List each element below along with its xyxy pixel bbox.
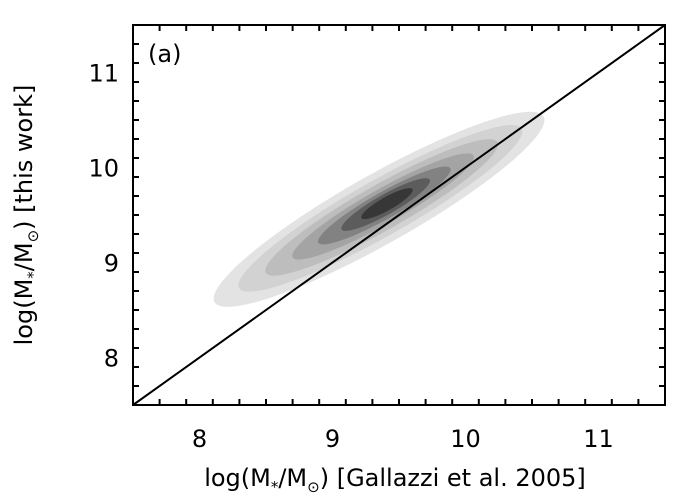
x-tick-label: 8 (192, 425, 207, 453)
y-axis-label-mid: /M (10, 242, 38, 271)
one-to-one-line (132, 24, 666, 406)
density-level-7 (361, 188, 413, 220)
density-contours (213, 111, 545, 307)
y-axis-label-main: log(M (10, 279, 38, 346)
x-tick-label: 10 (450, 425, 481, 453)
x-axis-label-main: log(M (204, 464, 271, 492)
x-axis-label: log(M*/M⊙) [Gallazzi et al. 2005] (204, 464, 586, 496)
x-tick-label: 9 (325, 425, 340, 453)
y-tick-label: 9 (104, 250, 119, 278)
y-tick-label: 8 (104, 345, 119, 373)
x-axis-label-tail: ) [Gallazzi et al. 2005] (320, 464, 586, 492)
y-tick-label: 10 (88, 155, 119, 183)
y-tick-labels: 8 9 10 11 (88, 60, 119, 373)
y-axis-label-sub2: ⊙ (24, 230, 42, 243)
axis-ticks (132, 24, 666, 406)
y-axis-label-tail: ) [this work] (10, 85, 38, 230)
x-axis-label-sub2: ⊙ (307, 478, 320, 496)
x-tick-labels: 8 9 10 11 (192, 425, 614, 453)
y-axis-label: log(M*/M⊙) [this work] (10, 85, 42, 346)
x-tick-label: 11 (583, 425, 614, 453)
y-axis-label-sub: * (24, 271, 42, 279)
panel-label: (a) (148, 40, 181, 68)
y-tick-label: 11 (88, 60, 119, 88)
x-axis-label-mid: /M (278, 464, 307, 492)
x-axis-label-sub: * (271, 478, 279, 496)
